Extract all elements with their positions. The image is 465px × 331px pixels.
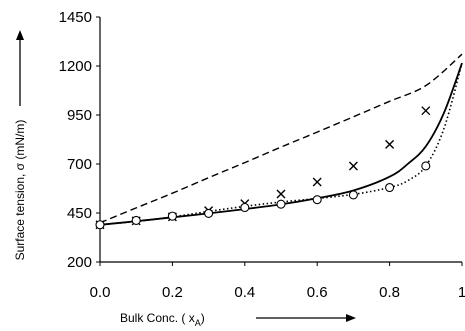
x-marker: [385, 139, 395, 149]
x-axis-title: Bulk Conc. ( xA): [120, 311, 205, 328]
series-layer: [99, 53, 463, 226]
circle-marker: [240, 202, 250, 213]
label-layer: Bulk Conc. ( xA) Surface tension, σ (mN/…: [13, 120, 205, 328]
circle-marker: [385, 182, 395, 193]
x-tick-label: 0.6: [307, 284, 328, 301]
y-tick-label: 950: [67, 107, 92, 124]
x-marker: [312, 177, 322, 187]
circle-marker: [421, 161, 431, 171]
x-marker: [348, 161, 358, 171]
circle-marker: [276, 199, 286, 209]
circle-marker: [348, 190, 358, 200]
x-marker: [421, 106, 431, 116]
y-tick-label: 200: [67, 254, 92, 271]
y-tick-label: 450: [67, 205, 92, 222]
y-tick-label: 1450: [59, 9, 92, 26]
axes: 200 450 700 950 1200 1450 0.0 0.2 0.4 0.6 0.8 1: [16, 9, 465, 322]
circle-marker: [131, 215, 141, 225]
circle-marker: [167, 211, 177, 221]
circle-marker: [312, 195, 322, 205]
y-axis-title: Surface tension, σ (mN/m): [13, 120, 27, 261]
y-axis-arrowhead: [16, 30, 24, 40]
x-tick-label: 0.0: [90, 284, 111, 301]
x-tick-label: 0.4: [234, 284, 255, 301]
circle-marker: [95, 220, 105, 230]
x-tick-label: 0.2: [162, 284, 183, 301]
x-tick-label: 0.8: [379, 284, 400, 301]
dashed-series-line: [99, 53, 463, 224]
y-tick-label: 700: [67, 156, 92, 173]
x-tick-label: 1: [458, 284, 465, 301]
circle-marker: [204, 208, 214, 218]
x-axis-arrowhead: [346, 314, 356, 322]
y-tick-label: 1200: [59, 58, 92, 75]
x-marker: [276, 189, 286, 199]
marker-layer: [95, 106, 431, 230]
